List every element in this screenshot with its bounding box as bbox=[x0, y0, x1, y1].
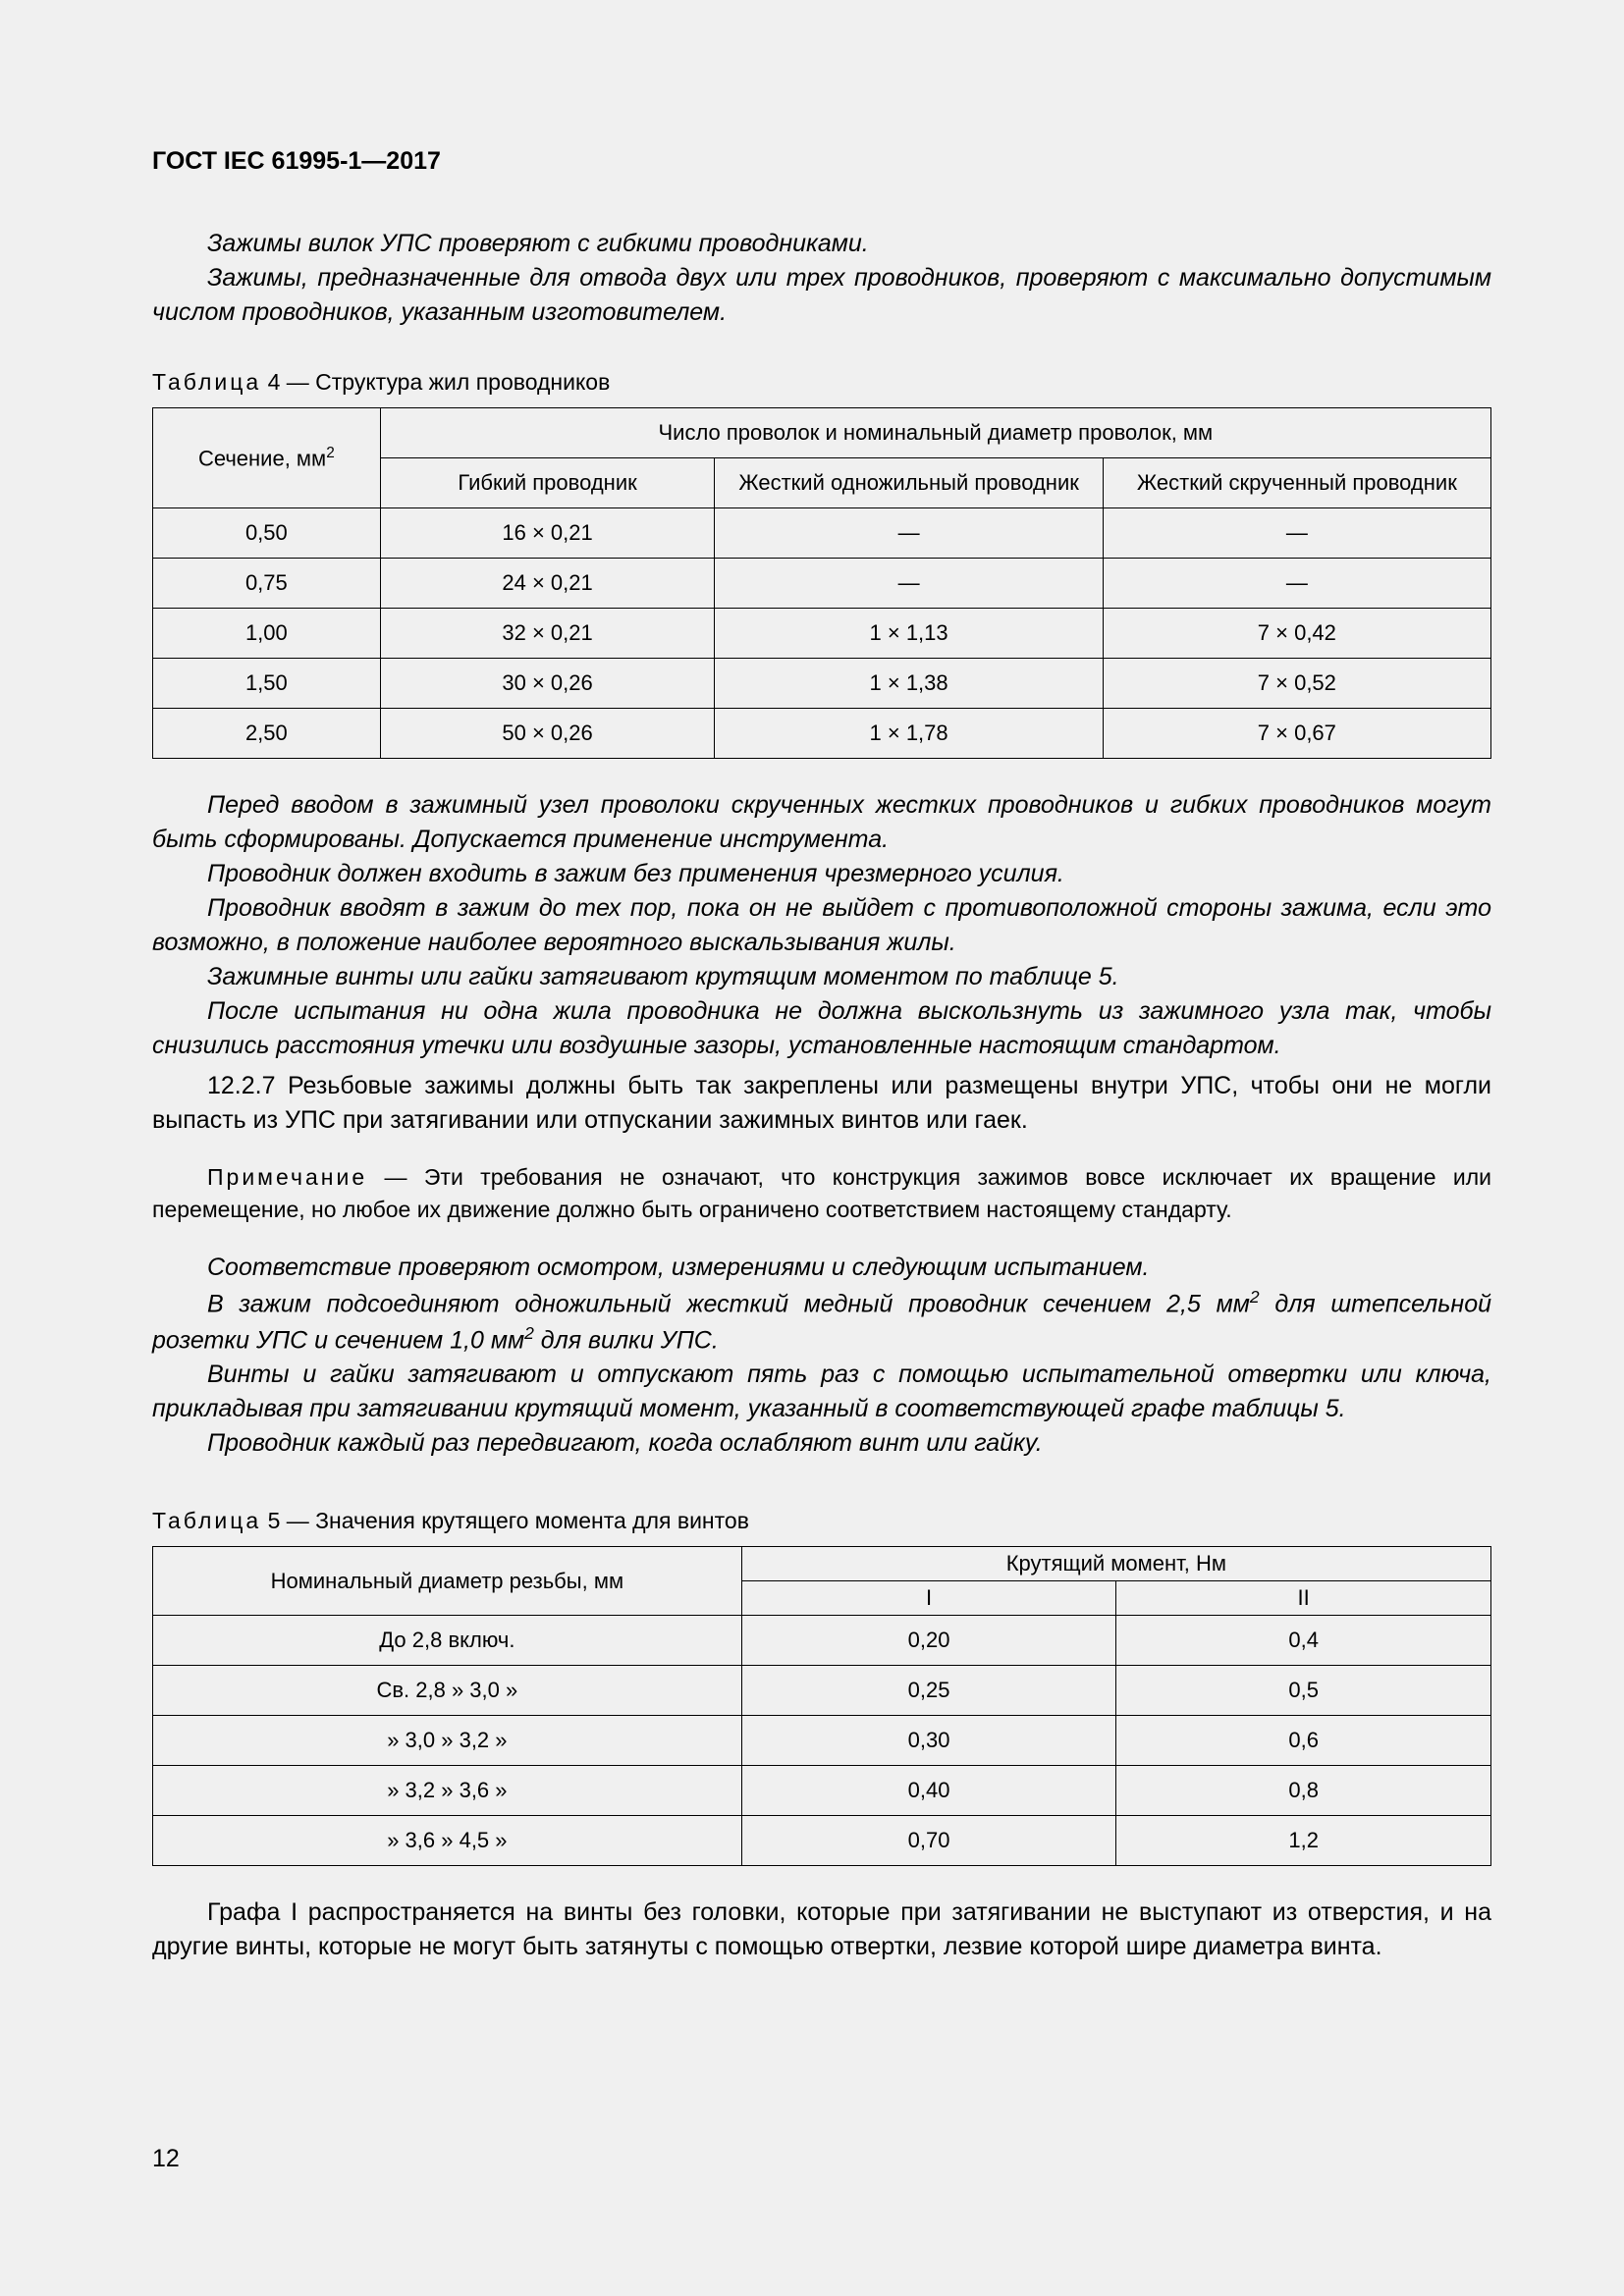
t4-cell: 2,50 bbox=[153, 709, 381, 759]
t5-cell: Св. 2,8 » 3,0 » bbox=[153, 1666, 742, 1716]
t4-cell: — bbox=[1103, 559, 1490, 609]
t5-cell: 0,70 bbox=[741, 1816, 1116, 1866]
table4-col1-header: Сечение, мм2 bbox=[153, 408, 381, 508]
table5-caption-rest: 5 — Значения крутящего момента для винто… bbox=[261, 1508, 749, 1533]
table-row: 0,75 24 × 0,21 — — bbox=[153, 559, 1491, 609]
table5-subheader-1: II bbox=[1116, 1581, 1491, 1616]
mid2-para-4: Проводник каждый раз передвигают, когда … bbox=[152, 1426, 1491, 1461]
table-row: » 3,0 » 3,2 » 0,30 0,6 bbox=[153, 1716, 1491, 1766]
note-block: Примечание — Эти требования не означают,… bbox=[152, 1161, 1491, 1227]
mid-para-3: Зажимные винты или гайки затягивают крут… bbox=[152, 960, 1491, 994]
page-number: 12 bbox=[152, 2145, 180, 2173]
table4-subheader-1: Жесткий одножильный проводник bbox=[715, 458, 1103, 508]
table4-subheader-0: Гибкий проводник bbox=[380, 458, 715, 508]
table-row: До 2,8 включ. 0,20 0,4 bbox=[153, 1616, 1491, 1666]
t4-cell: 7 × 0,42 bbox=[1103, 609, 1490, 659]
t5-cell: 0,8 bbox=[1116, 1766, 1491, 1816]
t5-cell: » 3,6 » 4,5 » bbox=[153, 1816, 742, 1866]
t4-cell: 1,50 bbox=[153, 659, 381, 709]
table-row: 2,50 50 × 0,26 1 × 1,78 7 × 0,67 bbox=[153, 709, 1491, 759]
table-row: 0,50 16 × 0,21 — — bbox=[153, 508, 1491, 559]
closing-para: Графа I распространяется на винты без го… bbox=[152, 1896, 1491, 1964]
mid2-p2c: для вилки УПС. bbox=[534, 1326, 719, 1354]
table-row: 1,00 32 × 0,21 1 × 1,13 7 × 0,42 bbox=[153, 609, 1491, 659]
t4-cell: 1 × 1,13 bbox=[715, 609, 1103, 659]
table4-col1-header-text: Сечение, мм bbox=[198, 446, 326, 470]
table5-caption: Таблица 5 — Значения крутящего момента д… bbox=[152, 1508, 1491, 1534]
table4: Сечение, мм2 Число проволок и номинальны… bbox=[152, 407, 1491, 759]
table-row: Номинальный диаметр резьбы, мм Крутящий … bbox=[153, 1547, 1491, 1581]
t5-cell: 0,20 bbox=[741, 1616, 1116, 1666]
t5-cell: 1,2 bbox=[1116, 1816, 1491, 1866]
t4-cell: 0,50 bbox=[153, 508, 381, 559]
intro-para-2: Зажимы, предназначенные для отвода двух … bbox=[152, 261, 1491, 330]
t5-cell: » 3,2 » 3,6 » bbox=[153, 1766, 742, 1816]
intro-para-1: Зажимы вилок УПС проверяют с гибкими про… bbox=[152, 227, 1491, 261]
mid2-para-1: Соответствие проверяют осмотром, измерен… bbox=[152, 1251, 1491, 1285]
t4-cell: 16 × 0,21 bbox=[380, 508, 715, 559]
t5-cell: 0,30 bbox=[741, 1716, 1116, 1766]
table4-caption: Таблица 4 — Структура жил проводников bbox=[152, 369, 1491, 396]
t4-cell: 1 × 1,78 bbox=[715, 709, 1103, 759]
mid2-para-3: Винты и гайки затягивают и отпускают пят… bbox=[152, 1358, 1491, 1426]
table4-subheader-2: Жесткий скрученный проводник bbox=[1103, 458, 1490, 508]
t4-cell: 1 × 1,38 bbox=[715, 659, 1103, 709]
table5-caption-word: Таблица bbox=[152, 1508, 261, 1533]
t5-cell: 0,6 bbox=[1116, 1716, 1491, 1766]
t4-cell: 50 × 0,26 bbox=[380, 709, 715, 759]
mid-para-2: Проводник вводят в зажим до тех пор, пок… bbox=[152, 891, 1491, 960]
mid2-p2a: В зажим подсоединяют одножильный жесткий… bbox=[207, 1290, 1250, 1317]
mid-para-1: Проводник должен входить в зажим без при… bbox=[152, 857, 1491, 891]
document-page: ГОСТ IEC 61995-1—2017 Зажимы вилок УПС п… bbox=[0, 0, 1624, 2296]
t5-cell: 0,5 bbox=[1116, 1666, 1491, 1716]
table-row: 1,50 30 × 0,26 1 × 1,38 7 × 0,52 bbox=[153, 659, 1491, 709]
table5: Номинальный диаметр резьбы, мм Крутящий … bbox=[152, 1546, 1491, 1866]
t5-cell: 0,40 bbox=[741, 1766, 1116, 1816]
mid-para-0: Перед вводом в зажимный узел проволоки с… bbox=[152, 788, 1491, 857]
table5-super-header: Крутящий момент, Нм bbox=[741, 1547, 1490, 1581]
table-row: Сечение, мм2 Число проволок и номинальны… bbox=[153, 408, 1491, 458]
table4-caption-word: Таблица bbox=[152, 369, 261, 395]
table5-col1-header: Номинальный диаметр резьбы, мм bbox=[153, 1547, 742, 1616]
note-word: Примечание bbox=[207, 1164, 367, 1190]
mid2-para-2: В зажим подсоединяют одножильный жесткий… bbox=[152, 1285, 1491, 1359]
table4-caption-rest: 4 — Структура жил проводников bbox=[261, 369, 610, 395]
t5-cell: До 2,8 включ. bbox=[153, 1616, 742, 1666]
t4-cell: 1,00 bbox=[153, 609, 381, 659]
table-row: » 3,6 » 4,5 » 0,70 1,2 bbox=[153, 1816, 1491, 1866]
t4-cell: 0,75 bbox=[153, 559, 381, 609]
table5-subheader-0: I bbox=[741, 1581, 1116, 1616]
t5-cell: » 3,0 » 3,2 » bbox=[153, 1716, 742, 1766]
t4-cell: — bbox=[1103, 508, 1490, 559]
table-row: » 3,2 » 3,6 » 0,40 0,8 bbox=[153, 1766, 1491, 1816]
t5-cell: 0,25 bbox=[741, 1666, 1116, 1716]
t4-cell: 32 × 0,21 bbox=[380, 609, 715, 659]
mid-para-4: После испытания ни одна жила проводника … bbox=[152, 994, 1491, 1063]
standard-code-header: ГОСТ IEC 61995-1—2017 bbox=[152, 147, 1491, 176]
table4-super-header: Число проволок и номинальный диаметр про… bbox=[380, 408, 1490, 458]
t4-cell: 7 × 0,67 bbox=[1103, 709, 1490, 759]
t4-cell: — bbox=[715, 559, 1103, 609]
clause-12-2-7: 12.2.7 Резьбовые зажимы должны быть так … bbox=[152, 1069, 1491, 1138]
t4-cell: 7 × 0,52 bbox=[1103, 659, 1490, 709]
table-row: Св. 2,8 » 3,0 » 0,25 0,5 bbox=[153, 1666, 1491, 1716]
t4-cell: 30 × 0,26 bbox=[380, 659, 715, 709]
t5-cell: 0,4 bbox=[1116, 1616, 1491, 1666]
t4-cell: 24 × 0,21 bbox=[380, 559, 715, 609]
t4-cell: — bbox=[715, 508, 1103, 559]
